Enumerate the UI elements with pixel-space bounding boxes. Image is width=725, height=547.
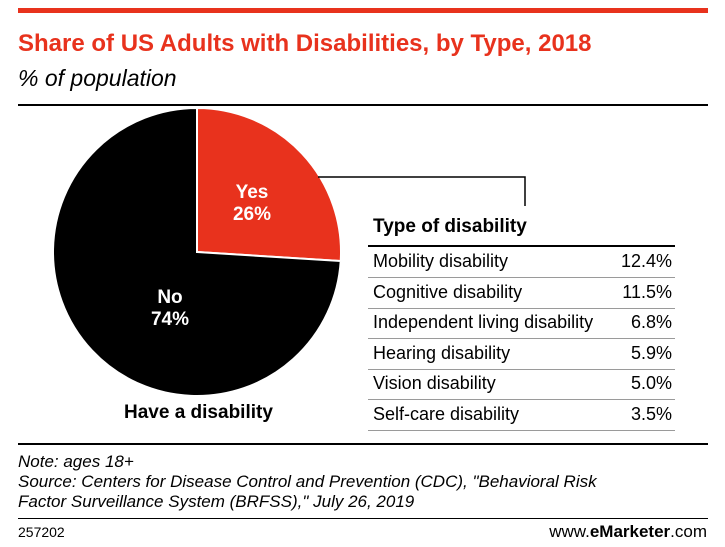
pie-caption: Have a disability <box>124 402 273 423</box>
note-text: Note: ages 18+ <box>18 452 134 471</box>
source-line-2: Factor Surveillance System (BRFSS)," Jul… <box>18 492 415 511</box>
connector-line <box>318 176 526 206</box>
breakdown-row-value: 3.5% <box>630 403 672 424</box>
breakdown-row-label: Hearing disability <box>373 342 511 363</box>
footer-divider <box>18 443 708 445</box>
source-line-1: Source: Centers for Disease Control and … <box>18 472 597 491</box>
breakdown-header-rule <box>368 245 675 247</box>
slice-label-no: No 74% <box>133 287 207 331</box>
slice-no-name: No <box>157 287 183 308</box>
breakdown-row-value: 5.9% <box>630 342 672 363</box>
breakdown-row-value: 6.8% <box>630 312 672 332</box>
slice-no-value: 74% <box>150 309 190 330</box>
breakdown-row-value: 12.4% <box>620 251 672 271</box>
chart-subtitle: % of population <box>18 65 177 91</box>
pie-slice-yes <box>196 106 342 263</box>
breakdown-row-label: Independent living disability <box>373 312 594 332</box>
top-accent-bar <box>18 8 708 13</box>
footnotes: Note: ages 18+ Source: Centers for Disea… <box>18 452 708 512</box>
slice-label-yes: Yes 26% <box>215 182 289 226</box>
breakdown-row: Vision disability 5.0% <box>368 369 675 400</box>
pie-slice-no <box>52 106 342 397</box>
slice-yes-value: 26% <box>232 204 272 225</box>
slice-yes-name: Yes <box>235 182 269 203</box>
breakdown-row: Self-care disability 3.5% <box>368 400 675 431</box>
breakdown-row: Hearing disability 5.9% <box>368 339 675 370</box>
breakdown-row-label: Vision disability <box>373 373 496 393</box>
breakdown-row-value: 5.0% <box>630 373 672 393</box>
brand-prefix: www. <box>549 522 590 541</box>
brand-link[interactable]: www.eMarketer.com <box>549 522 707 542</box>
breakdown-row: Independent living disability 6.8% <box>368 308 675 339</box>
breakdown-row: Mobility disability 12.4% <box>368 247 675 278</box>
chart-id: 257202 <box>18 524 65 540</box>
brand-name: eMarketer <box>589 522 671 541</box>
brand-suffix: .com <box>670 522 707 541</box>
breakdown-row: Cognitive disability 11.5% <box>368 278 675 309</box>
breakdown-row-label: Cognitive disability <box>373 281 523 302</box>
breakdown-row-label: Self-care disability <box>373 403 520 424</box>
breakdown-row-label: Mobility disability <box>373 251 509 271</box>
chart-title: Share of US Adults with Disabilities, by… <box>18 30 592 57</box>
breakdown-title: Type of disability <box>373 216 527 237</box>
breakdown-row-value: 11.5% <box>622 281 672 302</box>
header-divider <box>18 104 708 106</box>
footer-rule <box>18 518 708 519</box>
